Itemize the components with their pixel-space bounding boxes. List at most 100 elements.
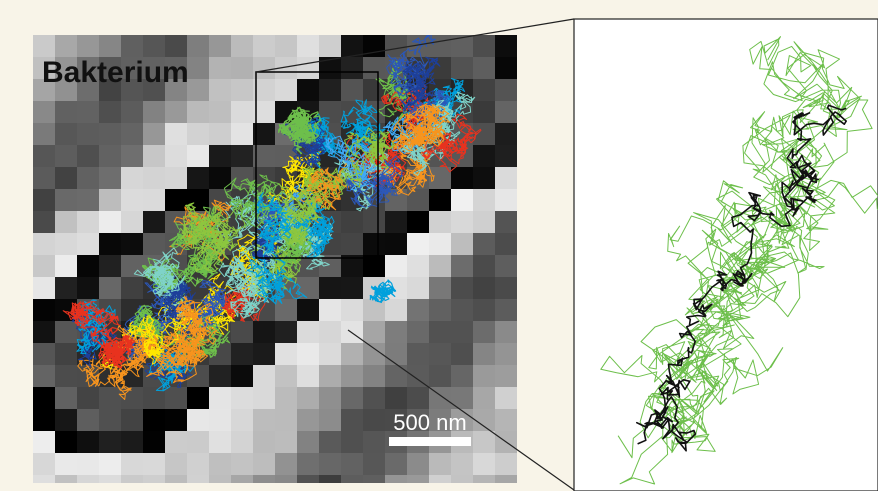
pixel bbox=[385, 299, 407, 321]
pixel bbox=[187, 387, 209, 409]
pixel bbox=[209, 57, 231, 79]
pixel bbox=[429, 233, 451, 255]
pixel bbox=[473, 387, 495, 409]
scale-bar bbox=[389, 437, 471, 446]
pixel bbox=[319, 365, 341, 387]
pixel bbox=[33, 189, 55, 211]
pixel bbox=[429, 321, 451, 343]
pixel bbox=[385, 343, 407, 365]
pixel bbox=[55, 255, 77, 277]
pixel bbox=[253, 409, 275, 431]
pixel bbox=[209, 101, 231, 123]
pixel bbox=[341, 35, 363, 57]
pixel bbox=[407, 255, 429, 277]
pixel bbox=[55, 277, 77, 299]
pixel bbox=[495, 211, 517, 233]
pixel bbox=[33, 255, 55, 277]
pixel bbox=[121, 123, 143, 145]
pixel bbox=[209, 409, 231, 431]
pixel bbox=[297, 35, 319, 57]
pixel bbox=[341, 299, 363, 321]
pixel bbox=[451, 453, 473, 475]
pixel bbox=[473, 321, 495, 343]
pixel bbox=[473, 167, 495, 189]
pixel bbox=[253, 453, 275, 475]
pixel bbox=[121, 145, 143, 167]
pixel bbox=[253, 343, 275, 365]
pixel bbox=[495, 365, 517, 387]
pixel bbox=[143, 167, 165, 189]
pixel bbox=[319, 453, 341, 475]
pixel bbox=[429, 277, 451, 299]
pixel bbox=[275, 431, 297, 453]
pixel bbox=[187, 57, 209, 79]
pixel bbox=[187, 123, 209, 145]
pixel bbox=[209, 145, 231, 167]
pixel bbox=[363, 365, 385, 387]
pixel bbox=[341, 57, 363, 79]
pixel bbox=[33, 453, 55, 475]
pixel bbox=[495, 277, 517, 299]
pixel bbox=[55, 123, 77, 145]
pixel bbox=[451, 343, 473, 365]
pixel bbox=[55, 101, 77, 123]
pixel bbox=[99, 101, 121, 123]
pixel bbox=[99, 277, 121, 299]
pixel bbox=[77, 409, 99, 431]
pixel bbox=[253, 35, 275, 57]
pixel bbox=[275, 35, 297, 57]
pixel bbox=[473, 79, 495, 101]
pixel bbox=[319, 79, 341, 101]
pixel bbox=[495, 453, 517, 475]
pixel bbox=[473, 299, 495, 321]
pixel bbox=[473, 145, 495, 167]
pixel bbox=[187, 453, 209, 475]
pixel bbox=[495, 343, 517, 365]
pixel bbox=[231, 387, 253, 409]
pixel bbox=[121, 255, 143, 277]
pixel bbox=[451, 189, 473, 211]
pixel bbox=[55, 211, 77, 233]
pixel bbox=[407, 365, 429, 387]
pixel bbox=[319, 35, 341, 57]
figure: Bakterium 500 nm bbox=[0, 0, 878, 491]
pixel bbox=[319, 299, 341, 321]
pixel bbox=[473, 101, 495, 123]
pixel bbox=[209, 453, 231, 475]
pixel bbox=[385, 211, 407, 233]
pixel bbox=[33, 145, 55, 167]
pixel bbox=[495, 409, 517, 431]
pixel bbox=[121, 453, 143, 475]
pixel bbox=[319, 57, 341, 79]
pixel bbox=[33, 123, 55, 145]
pixel bbox=[187, 145, 209, 167]
pixel bbox=[385, 365, 407, 387]
pixel bbox=[253, 321, 275, 343]
pixel bbox=[385, 255, 407, 277]
pixel bbox=[55, 145, 77, 167]
pixel bbox=[231, 365, 253, 387]
pixel bbox=[451, 167, 473, 189]
pixel bbox=[209, 365, 231, 387]
pixel bbox=[495, 101, 517, 123]
pixel bbox=[429, 453, 451, 475]
pixel bbox=[143, 35, 165, 57]
pixel bbox=[363, 321, 385, 343]
pixel bbox=[99, 211, 121, 233]
pixel bbox=[495, 387, 517, 409]
pixel bbox=[319, 343, 341, 365]
pixel bbox=[231, 79, 253, 101]
pixel bbox=[341, 211, 363, 233]
pixel bbox=[451, 255, 473, 277]
pixel bbox=[99, 387, 121, 409]
pixel bbox=[121, 233, 143, 255]
label: Bakterium bbox=[42, 56, 189, 89]
pixel bbox=[297, 79, 319, 101]
pixel bbox=[341, 387, 363, 409]
pixel bbox=[187, 167, 209, 189]
pixel bbox=[319, 101, 341, 123]
pixel bbox=[33, 387, 55, 409]
pixel bbox=[473, 343, 495, 365]
pixel bbox=[275, 409, 297, 431]
pixel bbox=[341, 453, 363, 475]
